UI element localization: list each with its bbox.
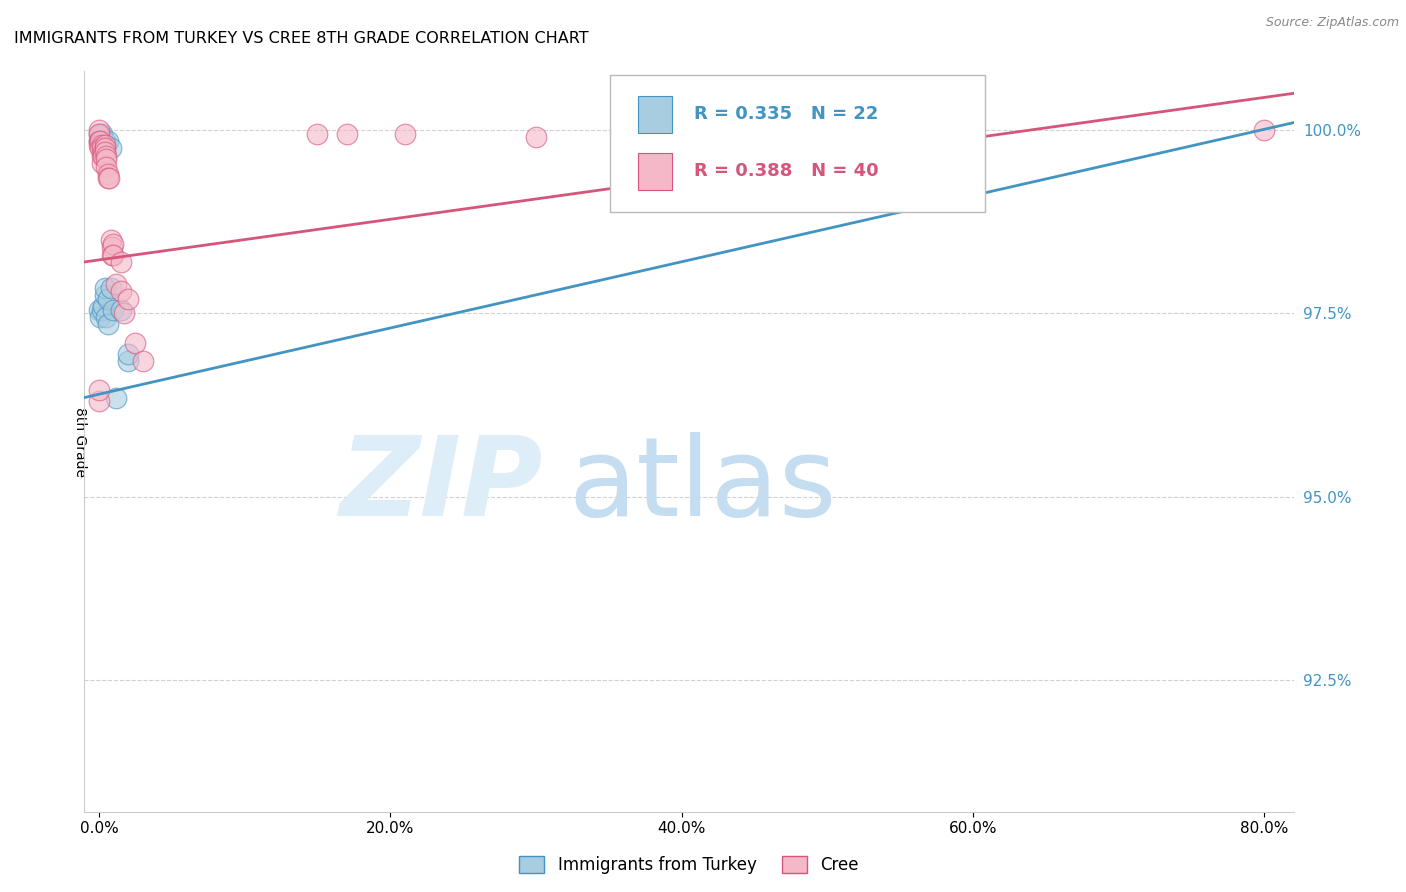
Point — [87, 137, 110, 152]
Text: R = 0.388   N = 40: R = 0.388 N = 40 — [693, 162, 879, 180]
Point — [103, 247, 125, 261]
Point — [89, 134, 111, 148]
Point — [91, 145, 114, 159]
Point — [96, 310, 118, 324]
Text: ZIP: ZIP — [340, 433, 544, 540]
Point — [90, 141, 112, 155]
Point — [87, 127, 110, 141]
Point — [87, 394, 110, 409]
Point — [96, 149, 118, 163]
FancyBboxPatch shape — [610, 75, 986, 212]
Point — [103, 302, 125, 317]
Point — [97, 167, 120, 181]
Point — [96, 153, 118, 167]
Y-axis label: 8th Grade: 8th Grade — [73, 407, 87, 476]
Point — [101, 240, 124, 254]
Point — [89, 141, 111, 155]
Point — [394, 127, 416, 141]
FancyBboxPatch shape — [638, 153, 672, 190]
Point — [101, 247, 124, 261]
Point — [97, 134, 120, 148]
Text: IMMIGRANTS FROM TURKEY VS CREE 8TH GRADE CORRELATION CHART: IMMIGRANTS FROM TURKEY VS CREE 8TH GRADE… — [14, 31, 589, 46]
Point — [90, 156, 112, 170]
Point — [110, 302, 132, 317]
Point — [962, 123, 984, 137]
Point — [91, 149, 114, 163]
Point — [96, 160, 118, 174]
Text: R = 0.335   N = 22: R = 0.335 N = 22 — [693, 105, 879, 123]
Point — [336, 127, 359, 141]
FancyBboxPatch shape — [638, 95, 672, 133]
Point — [97, 170, 120, 185]
Point — [87, 134, 110, 148]
Legend: Immigrants from Turkey, Cree: Immigrants from Turkey, Cree — [513, 849, 865, 881]
Point — [90, 149, 112, 163]
Point — [105, 277, 128, 291]
Point — [100, 280, 122, 294]
Point — [89, 310, 111, 324]
Point — [1253, 123, 1275, 137]
Point — [94, 137, 117, 152]
Point — [91, 299, 114, 313]
Point — [94, 141, 117, 155]
Point — [124, 335, 146, 350]
Point — [105, 391, 128, 405]
Point — [307, 127, 329, 141]
Point — [131, 354, 153, 368]
Point — [94, 134, 117, 148]
Point — [87, 127, 110, 141]
Point — [87, 123, 110, 137]
Text: atlas: atlas — [568, 433, 837, 540]
Point — [94, 145, 117, 159]
Point — [117, 346, 139, 360]
Point — [100, 141, 122, 155]
Point — [117, 292, 139, 306]
Point — [112, 306, 135, 320]
Point — [87, 134, 110, 148]
Point — [100, 233, 122, 247]
Point — [110, 285, 132, 299]
Point — [94, 280, 117, 294]
Point — [97, 292, 120, 306]
Point — [110, 255, 132, 269]
Point — [90, 137, 112, 152]
Text: Source: ZipAtlas.com: Source: ZipAtlas.com — [1265, 16, 1399, 29]
Point — [98, 170, 121, 185]
Point — [97, 318, 120, 332]
Point — [90, 127, 112, 141]
Point — [87, 302, 110, 317]
Point — [94, 288, 117, 302]
Point — [87, 383, 110, 397]
Point — [90, 302, 112, 317]
Point — [103, 236, 125, 251]
Point — [524, 130, 547, 145]
Point — [117, 354, 139, 368]
